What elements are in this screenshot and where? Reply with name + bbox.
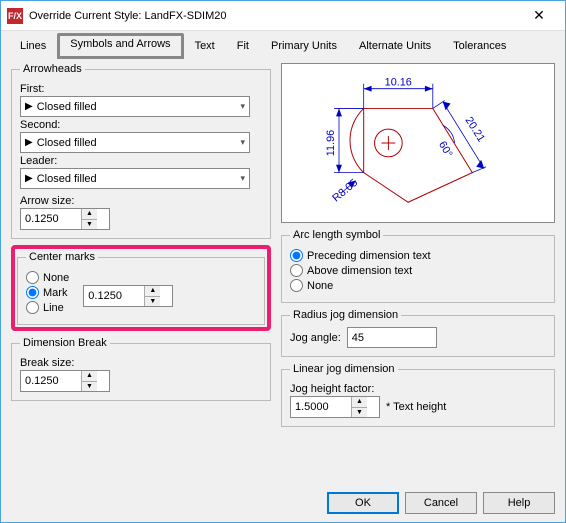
- arrow-icon: ▶: [25, 101, 33, 112]
- linear-jog-legend: Linear jog dimension: [290, 363, 398, 375]
- tab-primary-units[interactable]: Primary Units: [260, 35, 348, 59]
- svg-text:R8.05: R8.05: [330, 177, 360, 205]
- svg-text:10.16: 10.16: [385, 77, 412, 89]
- center-line-label: Line: [43, 302, 64, 314]
- svg-text:60°: 60°: [436, 139, 455, 159]
- close-icon[interactable]: ✕: [519, 7, 559, 24]
- center-mark-size-input[interactable]: [84, 286, 144, 306]
- dialog-buttons: OK Cancel Help: [327, 492, 555, 514]
- center-mark-label: Mark: [43, 287, 67, 299]
- app-icon: F/X: [7, 8, 23, 24]
- radius-jog-group: Radius jog dimension Jog angle:: [281, 309, 555, 357]
- arrow-size-label: Arrow size:: [20, 195, 262, 207]
- spin-up-icon[interactable]: ▲: [145, 286, 160, 297]
- leader-arrow-combo[interactable]: ▶ Closed filled ▾: [20, 168, 250, 189]
- jog-height-suffix: * Text height: [386, 401, 446, 413]
- arrowheads-legend: Arrowheads: [20, 63, 85, 75]
- spin-up-icon[interactable]: ▲: [352, 397, 367, 408]
- break-size-spinner[interactable]: ▲▼: [20, 370, 110, 392]
- first-arrow-combo[interactable]: ▶ Closed filled ▾: [20, 96, 250, 117]
- second-label: Second:: [20, 119, 262, 131]
- jog-height-label: Jog height factor:: [290, 383, 546, 395]
- tab-symbols-arrows[interactable]: Symbols and Arrows: [57, 33, 183, 59]
- arc-none-radio[interactable]: [290, 279, 303, 292]
- arrow-icon: ▶: [25, 137, 33, 148]
- chevron-down-icon: ▾: [240, 137, 245, 148]
- tab-tolerances[interactable]: Tolerances: [442, 35, 517, 59]
- spin-down-icon[interactable]: ▼: [352, 408, 367, 418]
- help-button[interactable]: Help: [483, 492, 555, 514]
- leader-label: Leader:: [20, 155, 262, 167]
- window-title: Override Current Style: LandFX-SDIM20: [29, 10, 519, 22]
- center-none-label: None: [43, 272, 69, 284]
- leader-arrow-value: Closed filled: [37, 173, 241, 185]
- arrowheads-group: Arrowheads First: ▶ Closed filled ▾ Seco…: [11, 63, 271, 239]
- arc-above-label: Above dimension text: [307, 265, 412, 277]
- center-line-radio[interactable]: [26, 301, 39, 314]
- center-marks-legend: Center marks: [26, 251, 98, 263]
- chevron-down-icon: ▾: [240, 173, 245, 184]
- arc-above-radio[interactable]: [290, 264, 303, 277]
- dimension-break-group: Dimension Break Break size: ▲▼: [11, 337, 271, 401]
- center-mark-radio[interactable]: [26, 286, 39, 299]
- spin-down-icon[interactable]: ▼: [82, 382, 97, 392]
- preview-pane: 10.1611.9620.2160°R8.05: [281, 63, 555, 223]
- jog-angle-input[interactable]: [347, 327, 437, 348]
- arc-preceding-radio[interactable]: [290, 249, 303, 262]
- spin-down-icon[interactable]: ▼: [82, 220, 97, 230]
- center-none-radio[interactable]: [26, 271, 39, 284]
- tab-strip: Lines Symbols and Arrows Text Fit Primar…: [1, 31, 565, 59]
- radius-jog-legend: Radius jog dimension: [290, 309, 401, 321]
- spin-up-icon[interactable]: ▲: [82, 209, 97, 220]
- arrow-size-spinner[interactable]: ▲▼: [20, 208, 110, 230]
- first-label: First:: [20, 83, 262, 95]
- spin-up-icon[interactable]: ▲: [82, 371, 97, 382]
- jog-height-input[interactable]: [291, 397, 351, 417]
- chevron-down-icon: ▾: [240, 101, 245, 112]
- center-mark-size-spinner[interactable]: ▲▼: [83, 285, 173, 307]
- dialog-window: F/X Override Current Style: LandFX-SDIM2…: [0, 0, 566, 523]
- first-arrow-value: Closed filled: [37, 101, 241, 113]
- svg-text:11.96: 11.96: [325, 130, 337, 156]
- arc-none-label: None: [307, 280, 333, 292]
- cancel-button[interactable]: Cancel: [405, 492, 477, 514]
- break-size-input[interactable]: [21, 371, 81, 391]
- tab-lines[interactable]: Lines: [9, 35, 57, 59]
- center-marks-group: Center marks None Mark Line ▲▼: [17, 251, 265, 325]
- arrow-size-input[interactable]: [21, 209, 81, 229]
- ok-button[interactable]: OK: [327, 492, 399, 514]
- linear-jog-group: Linear jog dimension Jog height factor: …: [281, 363, 555, 427]
- tab-fit[interactable]: Fit: [226, 35, 260, 59]
- arc-length-legend: Arc length symbol: [290, 229, 383, 241]
- tab-text[interactable]: Text: [184, 35, 226, 59]
- dimension-break-legend: Dimension Break: [20, 337, 110, 349]
- spin-down-icon[interactable]: ▼: [145, 297, 160, 307]
- jog-height-spinner[interactable]: ▲▼: [290, 396, 380, 418]
- break-size-label: Break size:: [20, 357, 262, 369]
- arc-preceding-label: Preceding dimension text: [307, 250, 431, 262]
- titlebar: F/X Override Current Style: LandFX-SDIM2…: [1, 1, 565, 31]
- arrow-icon: ▶: [25, 173, 33, 184]
- preview-svg: 10.1611.9620.2160°R8.05: [282, 64, 554, 222]
- arc-length-group: Arc length symbol Preceding dimension te…: [281, 229, 555, 303]
- jog-angle-label: Jog angle:: [290, 332, 341, 344]
- second-arrow-combo[interactable]: ▶ Closed filled ▾: [20, 132, 250, 153]
- tab-alternate-units[interactable]: Alternate Units: [348, 35, 442, 59]
- second-arrow-value: Closed filled: [37, 137, 241, 149]
- center-marks-highlight: Center marks None Mark Line ▲▼: [11, 245, 271, 331]
